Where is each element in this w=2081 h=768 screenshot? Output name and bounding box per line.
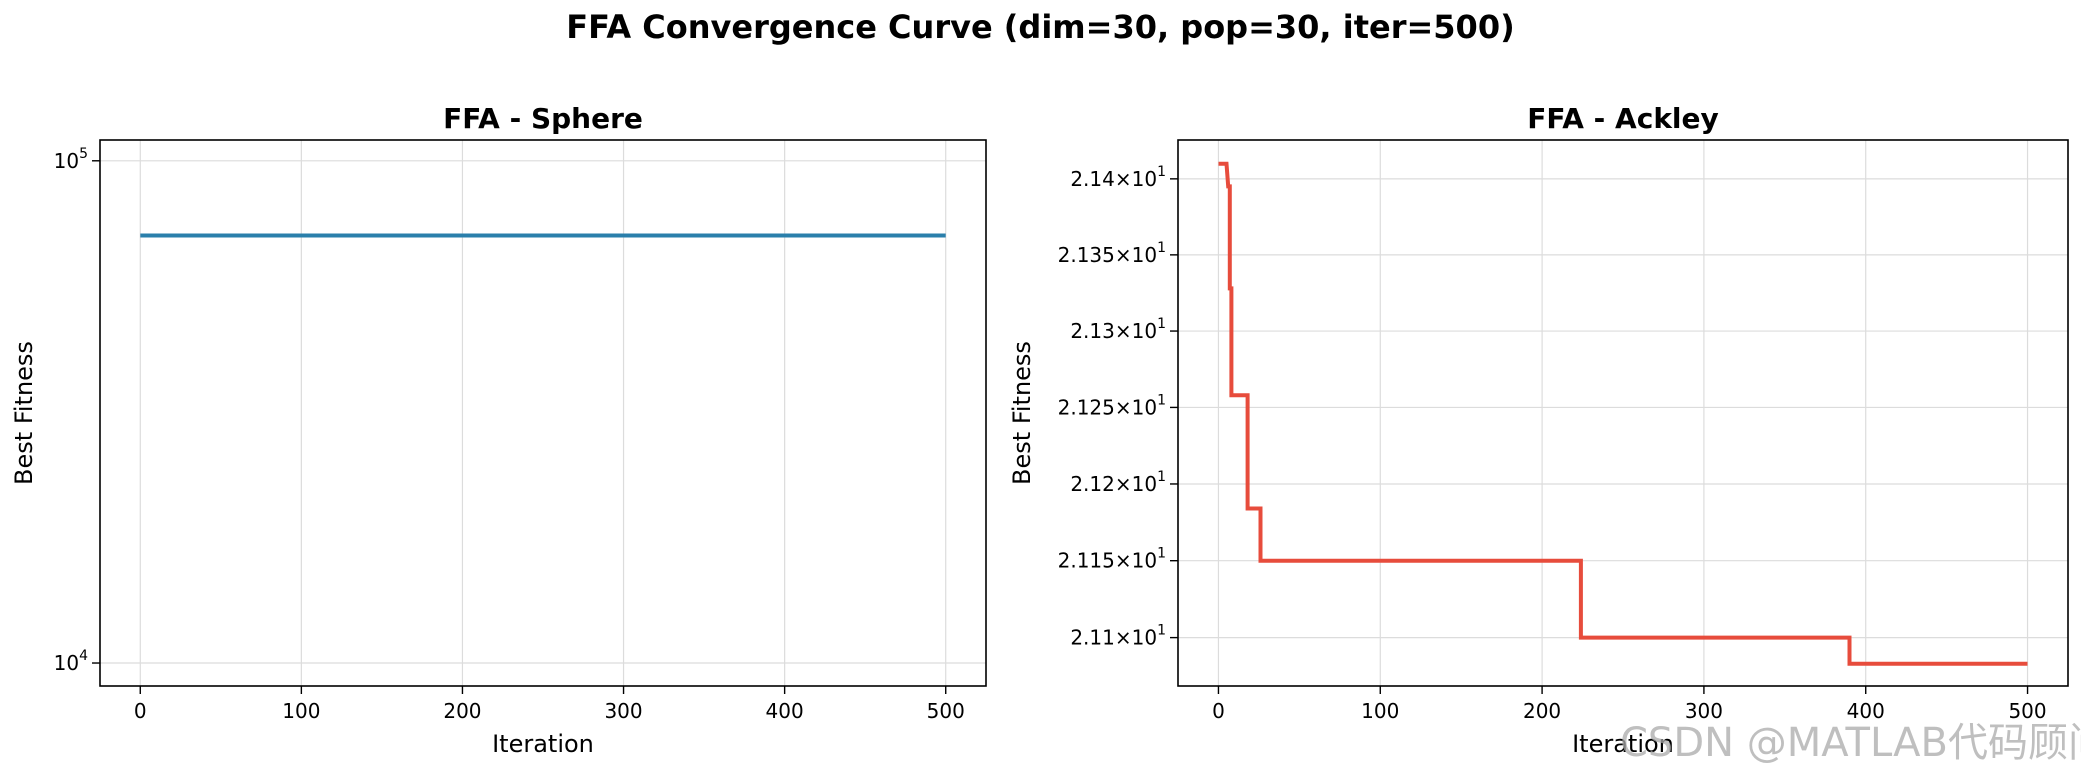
watermark-text: CSDN @MATLAB代码顾问 [1620,720,2081,766]
series-line [1218,161,2028,666]
x-tick-label: 200 [1523,699,1561,723]
x-tick-label: 400 [1847,699,1885,723]
x-tick-label: 300 [1685,699,1723,723]
x-tick-label: 0 [1212,699,1225,723]
x-tick-label: 100 [282,699,320,723]
y-axis-label: Best Fitness [1008,341,1036,485]
axes-frame [1177,139,2069,687]
y-axis-label: Best Fitness [10,341,38,485]
x-tick-label: 100 [1361,699,1399,723]
x-axis-label: Iteration [1572,730,1674,758]
plot-title: FFA - Ackley [1527,102,1719,135]
y-tick-label: 2.115×101 [1058,546,1166,573]
y-tick-label: 104 [54,648,88,675]
y-tick-label: 2.125×101 [1058,392,1166,419]
x-tick-label: 300 [604,699,642,723]
axes-ackley: 0 100 200 300 400 500 2.11×101 2.115×101 2.12×10… [1008,102,2069,758]
axes-sphere: 0 100 200 300 400 500 104 105 FFA - Sphere Iterat… [10,102,987,758]
x-axis-label: Iteration [492,730,594,758]
y-tick-label: 2.12×101 [1070,469,1166,496]
axes-frame [99,139,987,687]
plot-title: FFA - Sphere [443,102,643,135]
x-tick-label: 500 [927,699,965,723]
y-tick-label: 2.135×101 [1058,240,1166,267]
figure-title: FFA Convergence Curve (dim=30, pop=30, i… [566,8,1515,46]
x-tick-label: 0 [134,699,147,723]
y-tick-label: 2.14×101 [1070,164,1166,191]
y-tick-label: 2.13×101 [1070,316,1166,343]
y-tick-label: 2.11×101 [1070,623,1166,650]
x-tick-label: 400 [766,699,804,723]
x-tick-label: 500 [2008,699,2046,723]
x-tick-label: 200 [443,699,481,723]
y-tick-label: 105 [54,146,88,173]
